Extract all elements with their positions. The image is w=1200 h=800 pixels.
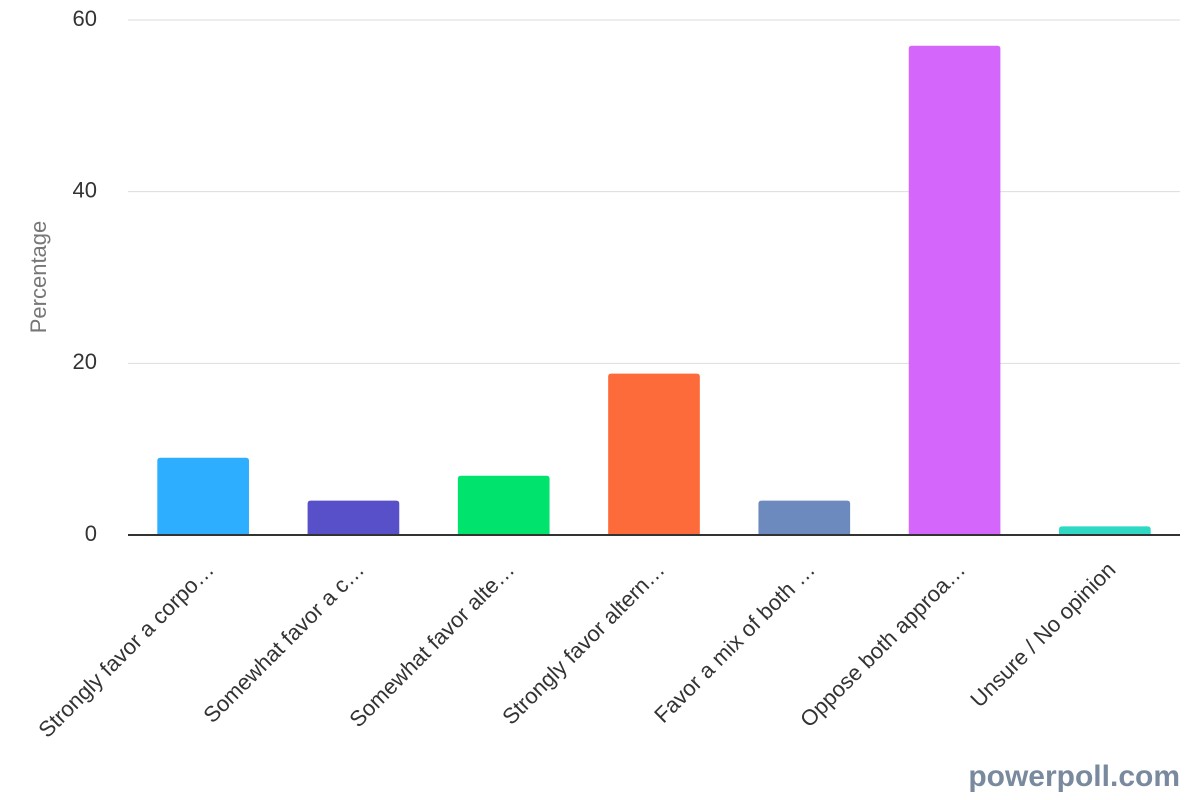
x-tick-label: Favor a mix of both … [649,557,820,728]
bar [758,500,851,535]
x-tick-label: Oppose both approa… [795,557,970,732]
y-tick-label: 20 [73,349,97,374]
y-tick-label: 0 [85,521,97,546]
bar [608,373,700,535]
x-tick-label: Strongly favor altern… [497,557,669,729]
watermark: powerpoll.com [968,760,1180,793]
y-tick-label: 40 [73,177,97,202]
bar [307,500,400,535]
bar [908,45,1001,535]
y-tick-label: 60 [73,6,97,31]
bar [457,475,550,535]
y-axis-title: Percentage [26,221,51,334]
x-tick-label: Somewhat favor alte… [344,557,519,732]
x-tick-label: Unsure / No opinion [965,557,1120,712]
bar [157,457,249,535]
x-tick-label: Somewhat favor a c… [198,557,369,728]
x-tick-label: Strongly favor a corpo… [33,557,218,742]
bar [1059,526,1151,535]
